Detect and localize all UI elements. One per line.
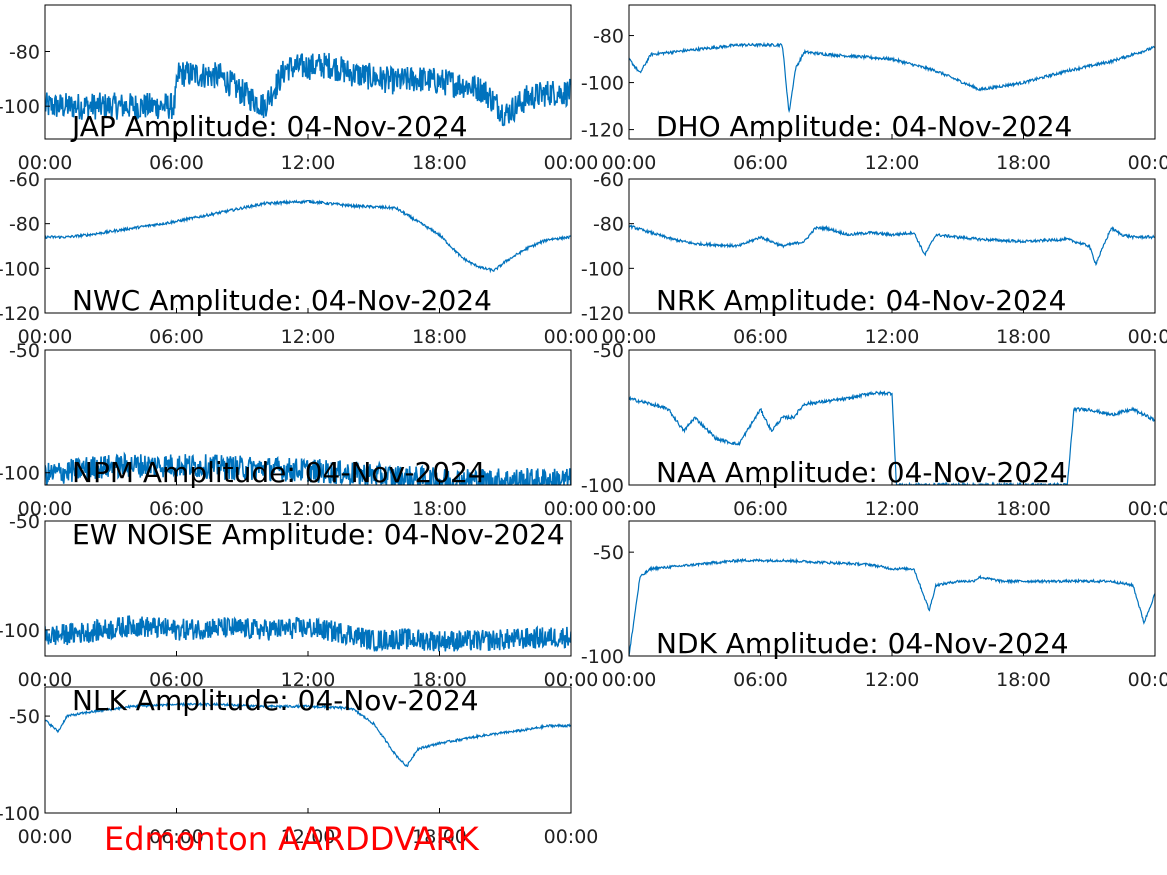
- xtick-label: 00:00: [544, 498, 599, 520]
- xtick-label: 18:00: [996, 326, 1051, 348]
- ytick-label: -50: [9, 511, 40, 533]
- xtick-label: 06:00: [149, 669, 204, 691]
- ytick-label: -120: [0, 303, 40, 325]
- panel-nrk: -60-80-100-12000:0006:0012:0018:0000:00N…: [581, 169, 1167, 348]
- ytick-label: -100: [0, 803, 40, 825]
- panel-jap: -80 -100 00:00 06:00 12:00 18:00 00:00 JAP Ampl…: [0, 4, 599, 174]
- panel-title: DHO Amplitude: 04-Nov-2024: [656, 110, 1072, 143]
- xtick-label: 06:00: [733, 498, 788, 520]
- xtick-label: 00:00: [18, 669, 73, 691]
- ytick-label: -80: [593, 214, 624, 236]
- ytick-label: -60: [9, 169, 40, 191]
- xtick-label: 18:00: [996, 152, 1051, 174]
- xtick-label: 12:00: [281, 498, 336, 520]
- xtick-label: 18:00: [412, 669, 467, 691]
- ytick-label: -80: [9, 214, 40, 236]
- xtick-label: 00:00: [18, 498, 73, 520]
- station-footer: Edmonton AARDDVARK: [104, 820, 479, 858]
- ytick-label: -120: [581, 120, 624, 142]
- ytick-label: -100: [581, 475, 624, 497]
- xtick-label: 06:00: [149, 152, 204, 174]
- xtick-label: 18:00: [996, 669, 1051, 691]
- panel-title: NWC Amplitude: 04-Nov-2024: [72, 284, 492, 317]
- xtick-label: 00:00: [602, 498, 657, 520]
- xtick-label: 18:00: [412, 498, 467, 520]
- ytick-label: -80: [593, 26, 624, 48]
- ytick-label: -100: [581, 646, 624, 668]
- xtick-label: 00:00: [602, 152, 657, 174]
- trace-dho: [629, 41, 1155, 114]
- trace-jap: [45, 52, 571, 127]
- ytick-label: -50: [593, 340, 624, 362]
- ytick-label: -100: [0, 258, 40, 280]
- panel-title: NRK Amplitude: 04-Nov-2024: [656, 284, 1066, 317]
- trace-nlk: [45, 701, 571, 768]
- ytick-label: -100: [0, 463, 40, 485]
- xtick-label: 00:00: [544, 326, 599, 348]
- xtick-label: 00:00: [1128, 669, 1167, 691]
- xtick-label: 12:00: [865, 669, 920, 691]
- panel-ew-noise: -50 -100 00:00 06:00 12:00 18:00 00:00 EW NOISE…: [0, 511, 598, 691]
- panel-dho: -80 -100 -120 00:00 06:00 12:00 18:00 00:00 DHO …: [581, 4, 1167, 174]
- ytick-label: -100: [0, 96, 40, 118]
- xtick-label: 00:00: [18, 152, 73, 174]
- xtick-label: 06:00: [733, 326, 788, 348]
- xtick-label: 12:00: [281, 669, 336, 691]
- panel-title: NPM Amplitude: 04-Nov-2024: [72, 456, 486, 489]
- xtick-label: 12:00: [281, 326, 336, 348]
- panel-title: NDK Amplitude: 04-Nov-2024: [656, 627, 1069, 660]
- ytick-label: -50: [593, 542, 624, 564]
- xtick-label: 18:00: [996, 498, 1051, 520]
- xtick-label: 12:00: [281, 152, 336, 174]
- xtick-label: 12:00: [865, 498, 920, 520]
- ytick-label: -60: [593, 169, 624, 191]
- trace-nwc: [45, 198, 571, 274]
- ytick-label: -100: [0, 620, 40, 642]
- xtick-label: 18:00: [412, 326, 467, 348]
- xtick-label: 00:00: [18, 326, 73, 348]
- xtick-label: 12:00: [865, 152, 920, 174]
- xtick-label: 00:00: [602, 669, 657, 691]
- ytick-label: -120: [581, 303, 624, 325]
- xtick-label: 06:00: [149, 326, 204, 348]
- panel-npm: -50 -100 00:00 06:00 12:00 18:00 00:00 NPM Ampl…: [0, 340, 598, 520]
- xtick-label: 00:00: [1128, 326, 1167, 348]
- xtick-label: 06:00: [149, 826, 204, 848]
- trace-nrk: [629, 224, 1155, 267]
- xtick-label: 18:00: [412, 152, 467, 174]
- trace-ndk: [629, 557, 1155, 656]
- panel-title: JAP Amplitude: 04-Nov-2024: [70, 110, 468, 143]
- xtick-label: 12:00: [281, 826, 336, 848]
- xtick-label: 06:00: [733, 152, 788, 174]
- ytick-label: -80: [9, 41, 40, 63]
- xtick-label: 18:00: [412, 826, 467, 848]
- ytick-label: -50: [9, 340, 40, 362]
- xtick-label: 00:00: [1128, 498, 1167, 520]
- xtick-label: 00:00: [1128, 152, 1167, 174]
- xtick-label: 12:00: [865, 326, 920, 348]
- xtick-label: 06:00: [149, 498, 204, 520]
- xtick-label: 06:00: [733, 669, 788, 691]
- xtick-label: 00:00: [602, 326, 657, 348]
- panel-title: NAA Amplitude: 04-Nov-2024: [656, 456, 1068, 489]
- panel-title: NLK Amplitude: 04-Nov-2024: [72, 684, 479, 717]
- trace-ew-noise: [45, 615, 571, 652]
- ytick-label: -50: [9, 706, 40, 728]
- xtick-label: 00:00: [544, 152, 599, 174]
- xtick-label: 00:00: [544, 826, 599, 848]
- xtick-label: 00:00: [544, 669, 599, 691]
- panel-title: EW NOISE Amplitude: 04-Nov-2024: [72, 518, 565, 551]
- ytick-label: -100: [581, 73, 624, 95]
- ytick-label: -100: [581, 258, 624, 280]
- xtick-label: 00:00: [18, 826, 73, 848]
